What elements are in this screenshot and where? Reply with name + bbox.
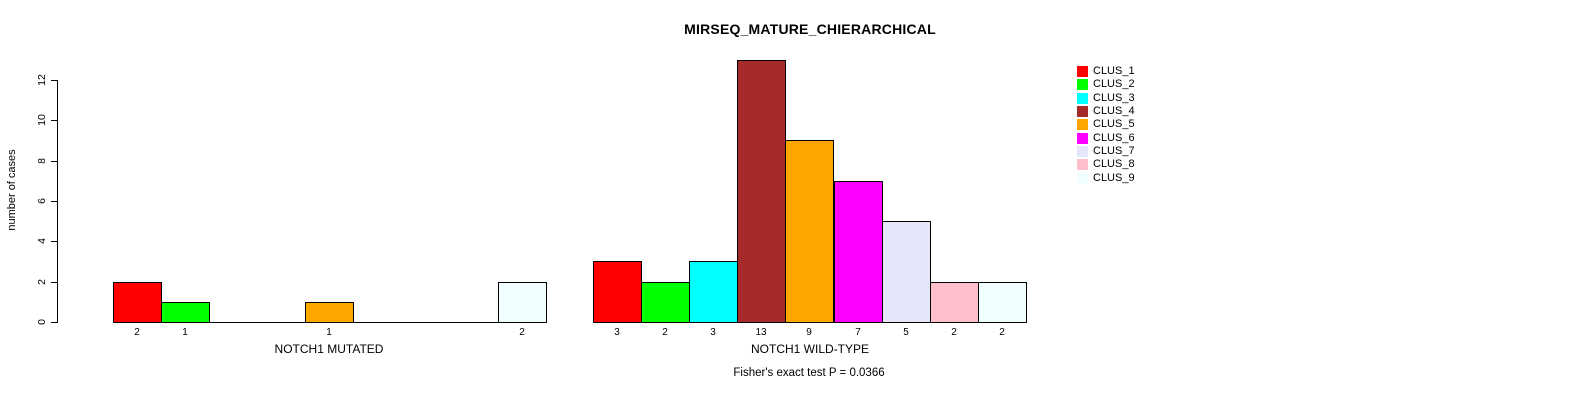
bar-value-label: 1 bbox=[182, 327, 188, 338]
y-tick-label: 12 bbox=[35, 74, 48, 86]
y-tick-mark bbox=[51, 161, 57, 162]
legend-color-swatch bbox=[1077, 146, 1088, 157]
bar-clus_1-wild-type bbox=[593, 261, 642, 323]
legend-color-swatch bbox=[1077, 133, 1088, 144]
y-tick-label: 2 bbox=[35, 279, 48, 285]
legend-color-swatch bbox=[1077, 159, 1088, 170]
y-axis-title: number of cases bbox=[6, 149, 18, 231]
fisher-test-annotation: Fisher's exact test P = 0.0366 bbox=[733, 367, 885, 379]
legend-label: CLUS_3 bbox=[1093, 92, 1135, 104]
bar-value-label: 3 bbox=[710, 327, 716, 338]
x-axis-label-notch1-mutated: NOTCH1 MUTATED bbox=[274, 342, 384, 356]
bar-value-label: 1 bbox=[326, 327, 332, 338]
y-tick-label: 10 bbox=[35, 114, 48, 126]
legend-color-swatch bbox=[1077, 93, 1088, 104]
bar-value-label: 5 bbox=[903, 327, 909, 338]
bar-value-label: 7 bbox=[855, 327, 861, 338]
legend-label: CLUS_4 bbox=[1093, 105, 1135, 117]
bar-clus_2-mutated bbox=[161, 302, 210, 323]
bar-value-label: 9 bbox=[806, 327, 812, 338]
legend-color-swatch bbox=[1077, 119, 1088, 130]
bar-clus_6-wild-type bbox=[834, 181, 883, 323]
bar-clus_2-wild-type bbox=[641, 282, 690, 323]
y-tick-label: 6 bbox=[35, 198, 48, 204]
legend-label: CLUS_7 bbox=[1093, 145, 1135, 157]
legend-label: CLUS_1 bbox=[1093, 65, 1135, 77]
bar-value-label: 2 bbox=[662, 327, 668, 338]
bar-value-label: 2 bbox=[134, 327, 140, 338]
legend-color-swatch bbox=[1077, 79, 1088, 90]
legend-label: CLUS_9 bbox=[1093, 172, 1135, 184]
bar-clus_4-wild-type bbox=[737, 60, 786, 323]
legend-color-swatch bbox=[1077, 66, 1088, 77]
legend-color-swatch bbox=[1077, 106, 1088, 117]
bar-clus_8-wild-type bbox=[930, 282, 979, 323]
bar-clus_1-mutated bbox=[113, 282, 162, 323]
bar-clus_3-wild-type bbox=[689, 261, 738, 323]
bar-clus_5-mutated bbox=[305, 302, 354, 323]
bar-clus_9-wild-type bbox=[978, 282, 1027, 323]
bar-value-label: 2 bbox=[951, 327, 957, 338]
legend-label: CLUS_6 bbox=[1093, 132, 1135, 144]
y-tick-mark bbox=[51, 80, 57, 81]
bar-value-label: 2 bbox=[519, 327, 525, 338]
y-tick-label: 4 bbox=[35, 238, 48, 244]
y-tick-label: 0 bbox=[35, 319, 48, 325]
legend-label: CLUS_2 bbox=[1093, 78, 1135, 90]
y-tick-mark bbox=[51, 201, 57, 202]
bar-value-label: 2 bbox=[999, 327, 1005, 338]
y-axis-line bbox=[57, 80, 58, 323]
bar-clus_9-mutated bbox=[498, 282, 547, 323]
bar-value-label: 3 bbox=[614, 327, 620, 338]
x-axis-label-notch1-wild-type: NOTCH1 WILD-TYPE bbox=[750, 342, 870, 356]
y-tick-label: 8 bbox=[35, 158, 48, 164]
bar-clus_7-wild-type bbox=[882, 221, 931, 323]
legend-color-swatch bbox=[1077, 173, 1088, 184]
y-tick-mark bbox=[51, 322, 57, 323]
legend-label: CLUS_5 bbox=[1093, 118, 1135, 130]
y-tick-mark bbox=[51, 120, 57, 121]
bar-value-label: 13 bbox=[755, 327, 767, 338]
bar-clus_5-wild-type bbox=[785, 140, 834, 323]
chart-title: MIRSEQ_MATURE_CHIERARCHICAL bbox=[684, 21, 936, 37]
legend-label: CLUS_8 bbox=[1093, 158, 1135, 170]
y-tick-mark bbox=[51, 241, 57, 242]
y-tick-mark bbox=[51, 282, 57, 283]
